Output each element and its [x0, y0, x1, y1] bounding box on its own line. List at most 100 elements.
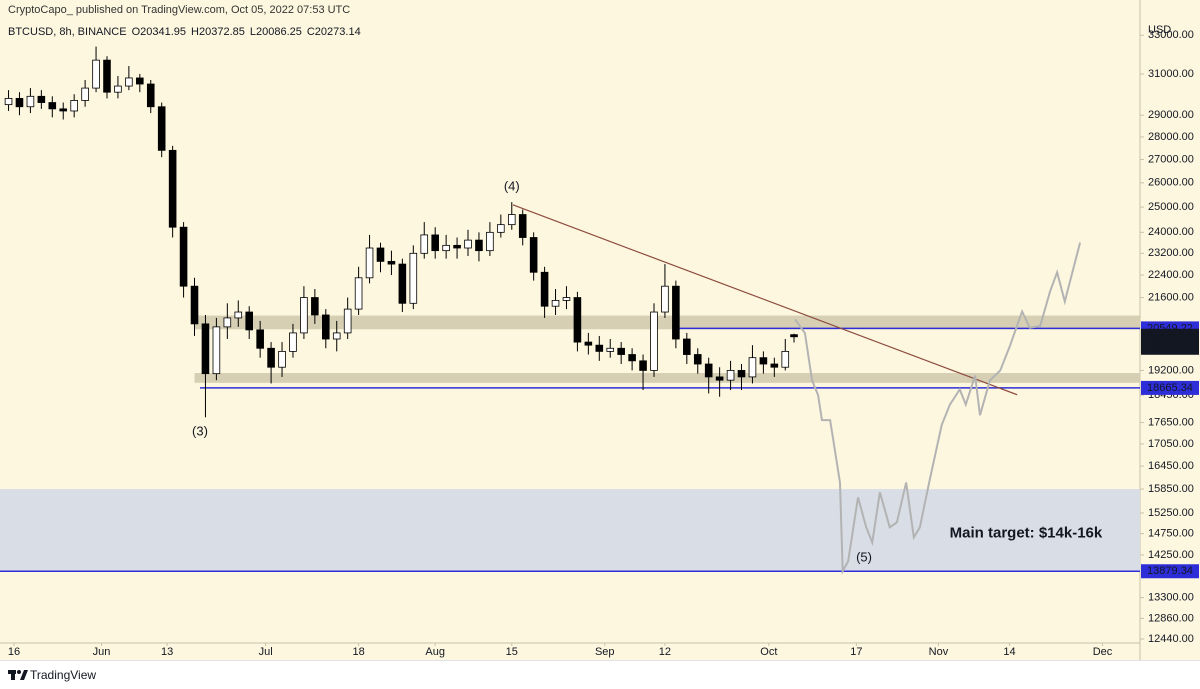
candle-body: [453, 244, 461, 249]
candle-body: [125, 77, 133, 87]
candle-body: [737, 370, 746, 378]
candle-body: [59, 108, 68, 112]
x-tick-label: 14: [1003, 646, 1015, 658]
candle-body: [409, 252, 418, 304]
candle-body: [507, 214, 516, 226]
x-tick-label: Sep: [595, 646, 615, 658]
candle-body: [551, 300, 560, 307]
annotation: Main target: $14k-16k: [950, 525, 1103, 542]
candle-body: [376, 247, 385, 262]
candle-body: [790, 334, 798, 338]
candle-body: [770, 363, 779, 368]
x-tick-label: 12: [659, 646, 671, 658]
candle-body: [26, 95, 35, 108]
level-label: 18665.34: [1147, 382, 1193, 394]
chart: USD 33000.00 31000.00 29000.00 28000.00 2700…: [0, 0, 1200, 660]
candle-body: [606, 347, 615, 352]
candle-body: [81, 87, 89, 101]
y-tick-label: 21600.00: [1148, 291, 1194, 303]
candle-body: [146, 83, 155, 108]
currency: USD: [1148, 24, 1171, 36]
y-tick-label: 28000.00: [1148, 131, 1194, 143]
annotation: (4): [504, 178, 520, 193]
candle-body: [136, 77, 144, 85]
candle-body: [387, 260, 396, 265]
y-tick-label: 17650.00: [1148, 416, 1194, 428]
legend: BTCUSD, 8h, BINANCE O20341.95 H20372.85 …: [8, 26, 361, 38]
ohlc-high: H20372.85: [191, 26, 245, 38]
candle-body: [190, 285, 199, 325]
zone: [194, 373, 1140, 383]
footer-brand: TradingView: [30, 668, 97, 682]
candle-body: [693, 354, 702, 365]
candle-body: [518, 214, 527, 238]
candle-body: [157, 106, 166, 151]
candle-body: [267, 347, 275, 368]
candle-body: [365, 247, 374, 279]
annotation: (5): [856, 549, 872, 564]
candle-body: [168, 149, 177, 228]
x-tick-label: Aug: [425, 646, 445, 658]
y-tick-label: 19200.00: [1148, 364, 1194, 376]
candle-body: [595, 344, 604, 352]
footer: TradingView: [0, 660, 1200, 689]
y-tick-label: 29000.00: [1148, 109, 1194, 121]
candle-body: [715, 376, 724, 381]
y-tick-label: 13300.00: [1148, 592, 1194, 604]
candle-body: [781, 350, 790, 368]
candle-body: [15, 97, 24, 108]
countdown-label: 06:29: [1146, 341, 1174, 353]
x-tick-label: Oct: [760, 646, 777, 658]
y-tick-label: 12440.00: [1148, 633, 1194, 645]
x-tick-label: 13: [161, 646, 173, 658]
candle-body: [529, 237, 538, 273]
candle-body: [289, 332, 297, 352]
plot-area: [0, 46, 1140, 575]
publisher: CryptoCapo_ published on TradingView.com…: [8, 4, 351, 16]
y-tick-label: 12860.00: [1148, 612, 1194, 624]
candle-body: [650, 311, 658, 371]
candle-body: [92, 59, 100, 89]
y-tick-label: 24000.00: [1148, 226, 1194, 238]
y-tick-label: 15850.00: [1148, 483, 1194, 495]
candle-body: [442, 244, 450, 252]
candle-body: [584, 341, 593, 346]
candle-body: [672, 285, 680, 340]
candle-body: [179, 226, 188, 287]
x-tick-label: 17: [850, 646, 862, 658]
y-tick-label: 16450.00: [1148, 460, 1194, 472]
last-price-label: 20273.14: [1147, 330, 1193, 342]
candle-body: [223, 317, 232, 328]
candle-body: [562, 297, 571, 301]
candle-body: [464, 239, 472, 249]
candle-body: [300, 297, 308, 334]
x-tick-label: Dec: [1093, 646, 1113, 658]
candle-body: [573, 297, 582, 343]
candle-body: [354, 277, 363, 310]
candle-body: [759, 357, 768, 365]
last-price-box: [1141, 328, 1199, 355]
ohlc-open: O20341.95: [131, 26, 187, 38]
symbol: BTCUSD, 8h, BINANCE: [8, 26, 127, 38]
candle-body: [661, 285, 669, 313]
zone: [194, 315, 1140, 330]
candle-body: [234, 311, 243, 319]
y-tick-label: 33000.00: [1148, 29, 1194, 41]
level-label-box: [1141, 380, 1199, 395]
candle-body: [540, 271, 549, 307]
level-label-box: [1141, 564, 1199, 579]
candle-body: [278, 350, 286, 368]
x-tick-label: Nov: [929, 646, 949, 658]
candle-body: [332, 332, 341, 340]
x-tick-label: Jun: [93, 646, 111, 658]
candle-body: [37, 95, 46, 103]
candle-body: [639, 360, 647, 371]
y-tick-label: 22400.00: [1148, 269, 1194, 281]
candle-body: [628, 354, 636, 362]
level-label: 13879.34: [1147, 565, 1193, 577]
x-tick-label: 16: [8, 646, 20, 658]
candle-body: [114, 85, 122, 93]
candle-body: [343, 308, 352, 334]
y-tick-label: 14750.00: [1148, 528, 1194, 540]
